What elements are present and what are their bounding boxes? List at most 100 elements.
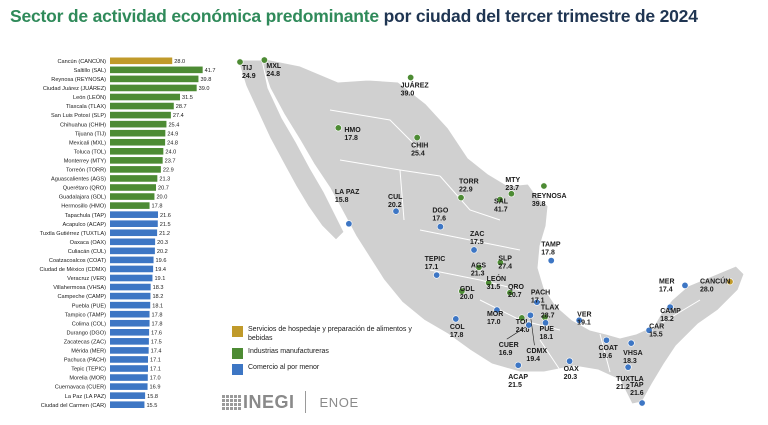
bar xyxy=(110,102,174,110)
bar-label: Durango (DGO) xyxy=(67,330,107,336)
bar-value-label: 18.2 xyxy=(152,294,163,300)
bar-label: Ciudad de México (CDMX) xyxy=(39,267,106,273)
map-city-value: 20.7 xyxy=(508,292,522,299)
map-city-value: 39.8 xyxy=(532,201,546,208)
map-city-value: 17.8 xyxy=(541,250,555,257)
logos: INEGI ENOE xyxy=(222,391,359,413)
bar-value-label: 21.3 xyxy=(159,177,170,183)
map-city-value: 25.4 xyxy=(411,151,425,158)
bar-label: Puebla (PUE) xyxy=(72,303,106,309)
bar xyxy=(110,93,180,101)
bar xyxy=(110,148,164,155)
map-city-marker xyxy=(627,339,635,347)
legend-label-manufactura: Industrias manufactureras xyxy=(248,348,329,355)
bar-label: Guadalajara (GDL) xyxy=(59,195,106,201)
bar-label: Mexicali (MXL) xyxy=(69,140,106,146)
map-city-marker xyxy=(493,306,501,314)
map-city-marker xyxy=(566,357,574,365)
bar xyxy=(110,292,151,300)
map-city-value: 17.0 xyxy=(487,319,501,326)
bar-label: Hermosillo (HMO) xyxy=(61,204,106,210)
bar-value-label: 20.0 xyxy=(156,195,167,201)
map-city-value: 16.9 xyxy=(499,350,513,357)
map-city-marker xyxy=(413,134,421,142)
bar xyxy=(110,374,148,381)
map-city-value: 28.0 xyxy=(700,287,714,294)
page-title: Sector de actividad económica predominan… xyxy=(10,6,698,27)
map-city-value: 24.0 xyxy=(516,327,530,334)
bar xyxy=(110,211,158,218)
map-cities: TIJ24.9MXL24.8JUÁREZ39.0HMO17.8CHIH25.4T… xyxy=(236,56,734,407)
map-city-marker xyxy=(506,289,514,297)
map-city-code: ACAP xyxy=(508,374,528,381)
bar-label: Chihuahua (CHIH) xyxy=(60,122,106,128)
map-city-marker xyxy=(666,303,674,311)
map-city-value: 17.6 xyxy=(432,216,446,223)
bar-value-label: 22.9 xyxy=(163,168,174,174)
map-city-marker xyxy=(407,74,415,82)
map-city-code: CUL xyxy=(388,194,403,201)
map-city-marker xyxy=(392,207,400,215)
map-city-code: TLAX xyxy=(541,304,560,311)
map-city-marker xyxy=(457,194,465,202)
bar xyxy=(110,129,166,137)
bar xyxy=(110,365,148,372)
bar-label: Zacatecas (ZAC) xyxy=(64,339,106,345)
map-city-value: 17.5 xyxy=(470,239,484,246)
map-city-marker xyxy=(526,311,534,319)
map-city-code: MOR xyxy=(487,311,503,318)
map-city-value: 39.0 xyxy=(401,91,415,98)
bar-label: Cuernavaca (CUER) xyxy=(55,385,106,391)
map-city-code: CHIH xyxy=(411,143,428,150)
bar-value-label: 27.4 xyxy=(173,113,184,119)
map-city-marker xyxy=(547,257,555,265)
map-city-value: 19.6 xyxy=(598,353,612,360)
map-city-value: 23.7 xyxy=(505,185,519,192)
bar-label: Coatzacoalcos (COAT) xyxy=(49,258,106,264)
bar-value-label: 16.9 xyxy=(150,385,161,391)
bar-label: Monterrey (MTY) xyxy=(64,158,106,164)
legend-swatch-comercio xyxy=(232,364,243,375)
bar-value-label: 39.8 xyxy=(200,77,211,83)
map-city-marker xyxy=(681,281,689,289)
map-city-code: TUXTLA xyxy=(616,376,644,383)
map-city-code: DGO xyxy=(432,208,449,215)
bar-value-label: 20.2 xyxy=(157,249,168,255)
bar-label: Tapachula (TAP) xyxy=(65,213,106,219)
bar-value-label: 28.0 xyxy=(174,59,185,65)
map-city-code: ZAC xyxy=(470,231,484,238)
bar-value-label: 15.5 xyxy=(146,403,157,409)
map-city-value: 17.4 xyxy=(659,286,673,293)
map-leader-line xyxy=(506,324,529,340)
bar-label: Campeche (CAMP) xyxy=(58,294,107,300)
map-city-code: COL xyxy=(450,324,466,331)
map-city-value: 21.2 xyxy=(616,384,630,391)
bar-value-label: 20.3 xyxy=(157,240,168,246)
map-city-code: JUÁREZ xyxy=(401,81,430,90)
map-city-value: 28.7 xyxy=(541,312,555,319)
map-city-value: 18.3 xyxy=(623,358,637,365)
bar-value-label: 17.1 xyxy=(150,367,161,373)
map-city-marker xyxy=(542,319,550,327)
map-city-marker xyxy=(236,58,244,66)
map-city-marker xyxy=(496,259,504,267)
bar-value-label: 19.4 xyxy=(155,267,166,273)
bar-label: Acapulco (ACAP) xyxy=(62,222,106,228)
map-city-code: VER xyxy=(577,311,591,318)
bar xyxy=(110,392,146,399)
bar-label: Oaxaca (OAX) xyxy=(70,240,107,246)
map-city-marker xyxy=(345,220,353,228)
map-city-code: CDMX xyxy=(526,348,547,355)
map-city-value: 22.9 xyxy=(459,187,473,194)
bar-label: Querétaro (QRO) xyxy=(63,186,106,192)
map-city-code: CUER xyxy=(499,342,519,349)
bar-label: Torreón (TORR) xyxy=(66,168,106,174)
map-city-marker xyxy=(458,287,466,295)
bar-label: San Luis Potosí (SLP) xyxy=(51,113,106,119)
map-city-value: 17.8 xyxy=(450,332,464,339)
bar-value-label: 24.0 xyxy=(165,149,176,155)
bar xyxy=(110,338,149,345)
map-city-value: 24.9 xyxy=(242,73,256,80)
map-city-marker xyxy=(726,278,734,286)
bar-value-label: 31.5 xyxy=(182,95,193,101)
